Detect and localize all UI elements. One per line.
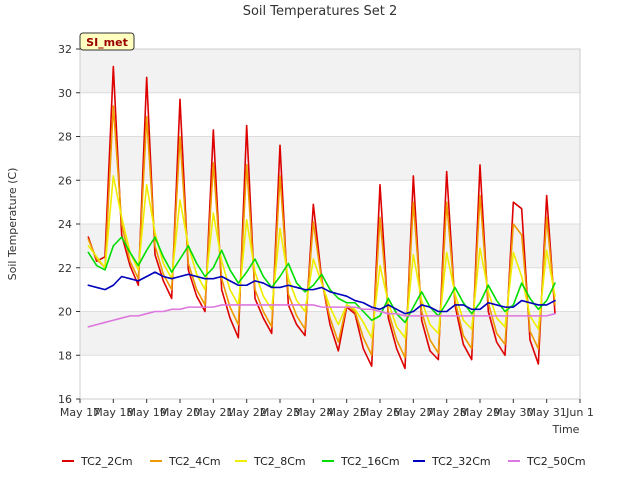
plot-background — [80, 49, 580, 399]
x-tick-label: May 28 — [427, 406, 467, 419]
x-tick-label: May 23 — [260, 406, 300, 419]
x-tick-label: May 31 — [527, 406, 567, 419]
x-tick-label: May 30 — [493, 406, 533, 419]
y-tick-label: 26 — [58, 174, 72, 187]
series-line-tc2-16cm — [87, 236, 556, 324]
chart-title: Soil Temperatures Set 2 — [243, 4, 398, 19]
background-band — [80, 136, 580, 181]
legend-item: TC2_4Cm — [150, 455, 221, 468]
y-tick-label: 20 — [58, 306, 72, 319]
y-axis-label: Soil Temperature (C) — [6, 168, 19, 281]
x-tick-label: May 24 — [293, 406, 333, 419]
series-line-tc2-8cm — [87, 175, 556, 339]
legend-item: TC2_2Cm — [62, 455, 133, 468]
y-tick-label: 28 — [58, 131, 72, 144]
y-tick-label: 30 — [58, 87, 72, 100]
legend-label: TC2_8Cm — [253, 455, 306, 468]
x-tick-label: May 25 — [327, 406, 367, 419]
y-tick-label: 32 — [58, 43, 72, 56]
legend-label: TC2_32Cm — [431, 455, 491, 468]
legend-item: TC2_16Cm — [322, 455, 400, 468]
series-line-tc2-32cm — [87, 271, 556, 315]
legend-label: TC2_4Cm — [168, 455, 221, 468]
background-band — [80, 92, 580, 137]
y-tick-label: 16 — [58, 393, 72, 406]
site-annotation-text: SI_met — [86, 36, 128, 49]
x-tick-label: May 20 — [160, 406, 200, 419]
y-tick-label: 24 — [58, 218, 72, 231]
background-band — [80, 355, 580, 399]
y-tick-label: 22 — [58, 262, 72, 275]
x-tick-label: May 26 — [360, 406, 400, 419]
x-tick-label: May 27 — [393, 406, 433, 419]
x-tick-label: Jun 1 — [565, 406, 594, 419]
x-tick-label: May 22 — [227, 406, 267, 419]
series-line-tc2-50cm — [87, 304, 556, 328]
legend-label: TC2_50Cm — [526, 455, 586, 468]
y-axis-ticks: 16 18 20 22 24 26 28 30 32 — [58, 43, 80, 406]
site-annotation-box — [79, 32, 135, 51]
legend-label: TC2_2Cm — [80, 455, 133, 468]
site-annotation: SI_met — [79, 32, 135, 51]
legend: TC2_2Cm TC2_4Cm TC2_8Cm TC2_16Cm TC2_32Cm TC2… — [62, 455, 586, 468]
x-tick-label: May 21 — [193, 406, 233, 419]
series-lines — [87, 65, 556, 370]
x-tick-label: May 17 — [60, 406, 100, 419]
x-tick-label: May 29 — [460, 406, 500, 419]
legend-item: TC2_32Cm — [413, 455, 491, 468]
legend-item: TC2_50Cm — [508, 455, 586, 468]
background-band — [80, 49, 580, 93]
legend-item: TC2_8Cm — [235, 455, 306, 468]
x-axis-label: Time — [552, 423, 580, 436]
x-tick-label: May 19 — [127, 406, 167, 419]
background-band — [80, 180, 580, 224]
y-tick-label: 18 — [58, 349, 72, 362]
x-tick-label: May 18 — [93, 406, 133, 419]
legend-label: TC2_16Cm — [340, 455, 400, 468]
